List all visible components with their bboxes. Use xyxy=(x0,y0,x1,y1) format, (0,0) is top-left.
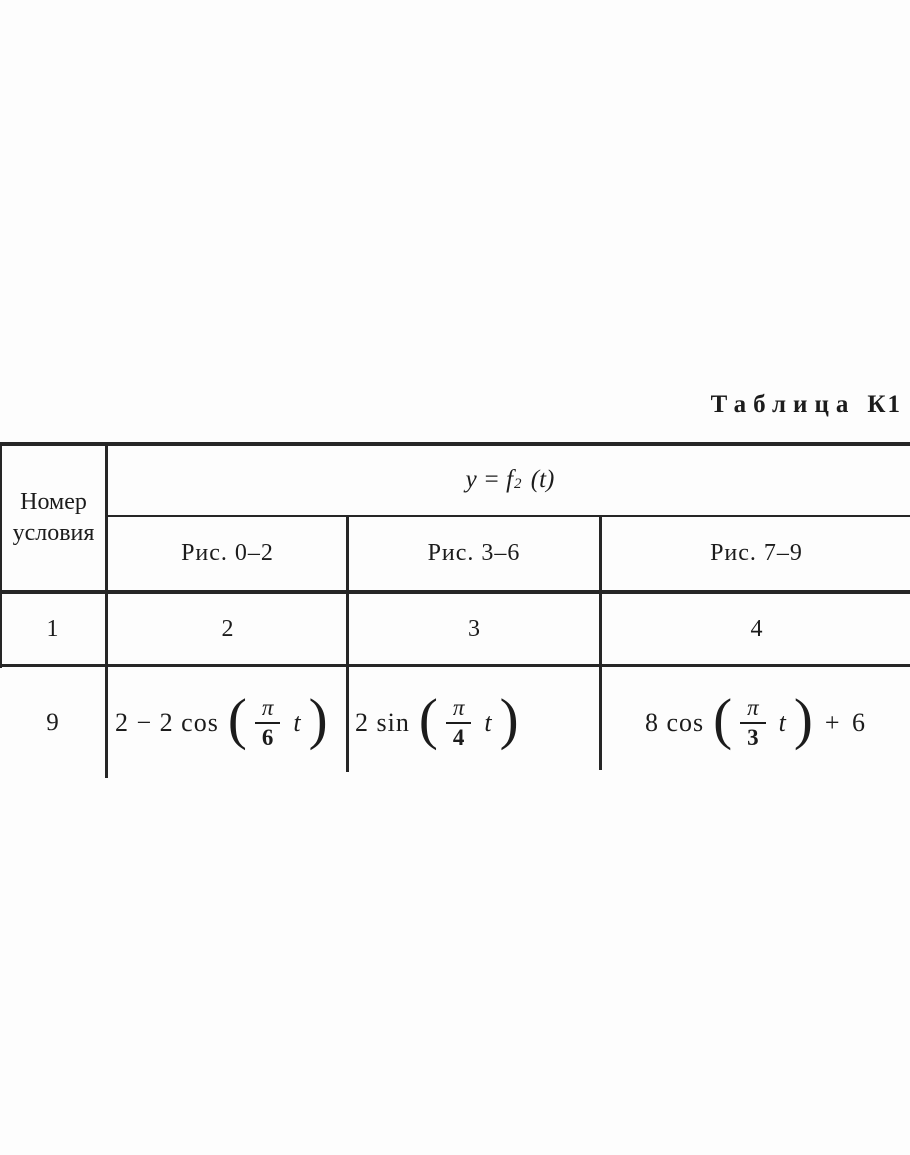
subheader-cell-fig-0-2: Рис. 0–2 xyxy=(110,517,345,589)
subheader-cell-fig-3-6: Рис. 3–6 xyxy=(350,517,598,589)
formula-variable: t xyxy=(484,708,492,737)
formula-suffix: + 6 xyxy=(824,708,869,737)
formula-prefix: 8 cos xyxy=(644,708,705,737)
subheader-label: Рис. 0–2 xyxy=(181,539,274,566)
column-divider-1 xyxy=(105,442,108,778)
close-paren: ) xyxy=(499,688,519,751)
column-number-cell-3: 3 xyxy=(350,594,598,664)
corner-header-cell: Номер условия xyxy=(2,446,105,590)
column-number: 4 xyxy=(750,615,763,642)
column-number: 3 xyxy=(468,615,480,642)
corner-header-line1: Номер xyxy=(20,489,87,515)
open-paren: ( xyxy=(227,688,247,751)
span-header-underline xyxy=(107,515,910,517)
open-paren: ( xyxy=(418,688,438,751)
formula-variable: t xyxy=(778,708,786,737)
fraction-numerator: π xyxy=(740,695,766,724)
fraction-denominator: 4 xyxy=(452,725,465,750)
fraction: π 4 xyxy=(445,695,472,751)
fraction: π 3 xyxy=(740,695,766,751)
column-number: 2 xyxy=(221,615,234,642)
condition-number: 9 xyxy=(46,709,59,736)
formula-cell-fig-0-2: 2 − 2 cos ( π 6 t ) xyxy=(110,667,351,779)
number-row-underline xyxy=(0,664,910,667)
formula-prefix: 2 sin xyxy=(355,708,410,737)
formula-cell-fig-3-6: 2 sin ( π 4 t ) xyxy=(350,667,603,779)
open-paren: ( xyxy=(713,688,733,751)
formula-prefix: 2 − 2 cos xyxy=(115,708,219,737)
fraction: π 6 xyxy=(254,695,281,751)
table-top-border xyxy=(0,442,910,446)
condition-number-cell: 9 xyxy=(0,667,105,779)
span-header-subscript: 2 xyxy=(514,475,522,492)
fraction-denominator: 3 xyxy=(747,725,759,750)
fraction-denominator: 6 xyxy=(261,725,274,750)
table-left-border xyxy=(0,442,2,668)
column-divider-2 xyxy=(346,515,349,772)
column-number-cell-2: 2 xyxy=(110,594,345,664)
subheader-label: Рис. 7–9 xyxy=(710,539,803,566)
fraction-numerator: π xyxy=(445,695,472,724)
column-number-cell-4: 4 xyxy=(603,594,910,664)
close-paren: ) xyxy=(308,688,328,751)
caption-word: Таблица xyxy=(710,391,856,418)
column-divider-3 xyxy=(599,515,602,770)
formula-cell-fig-7-9: 8 cos ( π 3 t ) + 6 xyxy=(603,667,910,779)
close-paren: ) xyxy=(793,688,813,751)
table-caption: Таблица К1 xyxy=(711,391,902,419)
formula-variable: t xyxy=(293,708,301,737)
column-number: 1 xyxy=(46,615,59,642)
corner-header-line2: условия xyxy=(12,520,95,546)
subheader-cell-fig-7-9: Рис. 7–9 xyxy=(603,517,910,589)
subheader-label: Рис. 3–6 xyxy=(427,539,521,566)
header-bottom-border xyxy=(0,590,910,594)
fraction-numerator: π xyxy=(254,695,281,724)
caption-number: К1 xyxy=(867,391,902,418)
column-number-cell-1: 1 xyxy=(0,594,105,664)
span-header-lhs: y = f xyxy=(465,466,514,493)
span-header-rhs: (t) xyxy=(530,466,555,493)
